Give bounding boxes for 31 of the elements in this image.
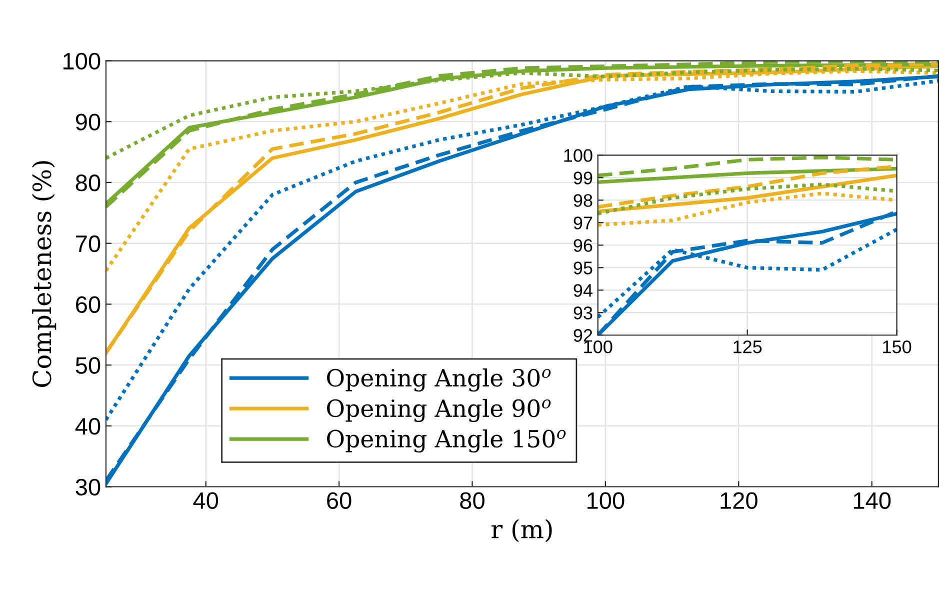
x-axis-title: r (m) [492,519,552,542]
x-tick-label: 80 [460,492,484,509]
x-tick-label: 100 [588,492,624,509]
y-tick-label: 94 [574,284,592,297]
legend-label: Opening Angle 30$^{o}$ [327,368,551,392]
y-tick-label: 100 [564,149,592,162]
x-tick-label: 120 [720,492,758,509]
y-axis-title: Completeness (%) [32,161,56,387]
y-tick-label: 40 [75,418,100,435]
y-tick-label: 92 [574,329,592,342]
y-tick-label: 50 [76,357,100,374]
x-tick-label: 100 [584,340,612,354]
y-tick-label: 95 [574,262,592,274]
y-tick-label: 96 [574,239,592,252]
y-tick-label: 30 [76,478,100,496]
y-tick-label: 93 [574,306,592,320]
x-tick-label: 125 [734,340,762,354]
x-tick-label: 140 [854,492,891,509]
y-tick-label: 60 [76,296,100,313]
legend-label: Opening Angle 150$^{o}$ [327,429,566,453]
y-tick-label: 100 [64,52,100,70]
y-tick-label: 98 [574,194,592,207]
x-tick-label: 150 [883,340,912,354]
y-tick-label: 80 [76,174,100,192]
y-tick-label: 97 [574,216,592,230]
y-tick-label: 99 [574,172,592,184]
y-tick-label: 90 [76,114,100,130]
legend-label: Opening Angle 90$^{o}$ [327,398,551,422]
x-tick-label: 60 [327,492,352,509]
x-tick-label: 40 [193,492,218,509]
y-tick-label: 70 [76,235,100,252]
